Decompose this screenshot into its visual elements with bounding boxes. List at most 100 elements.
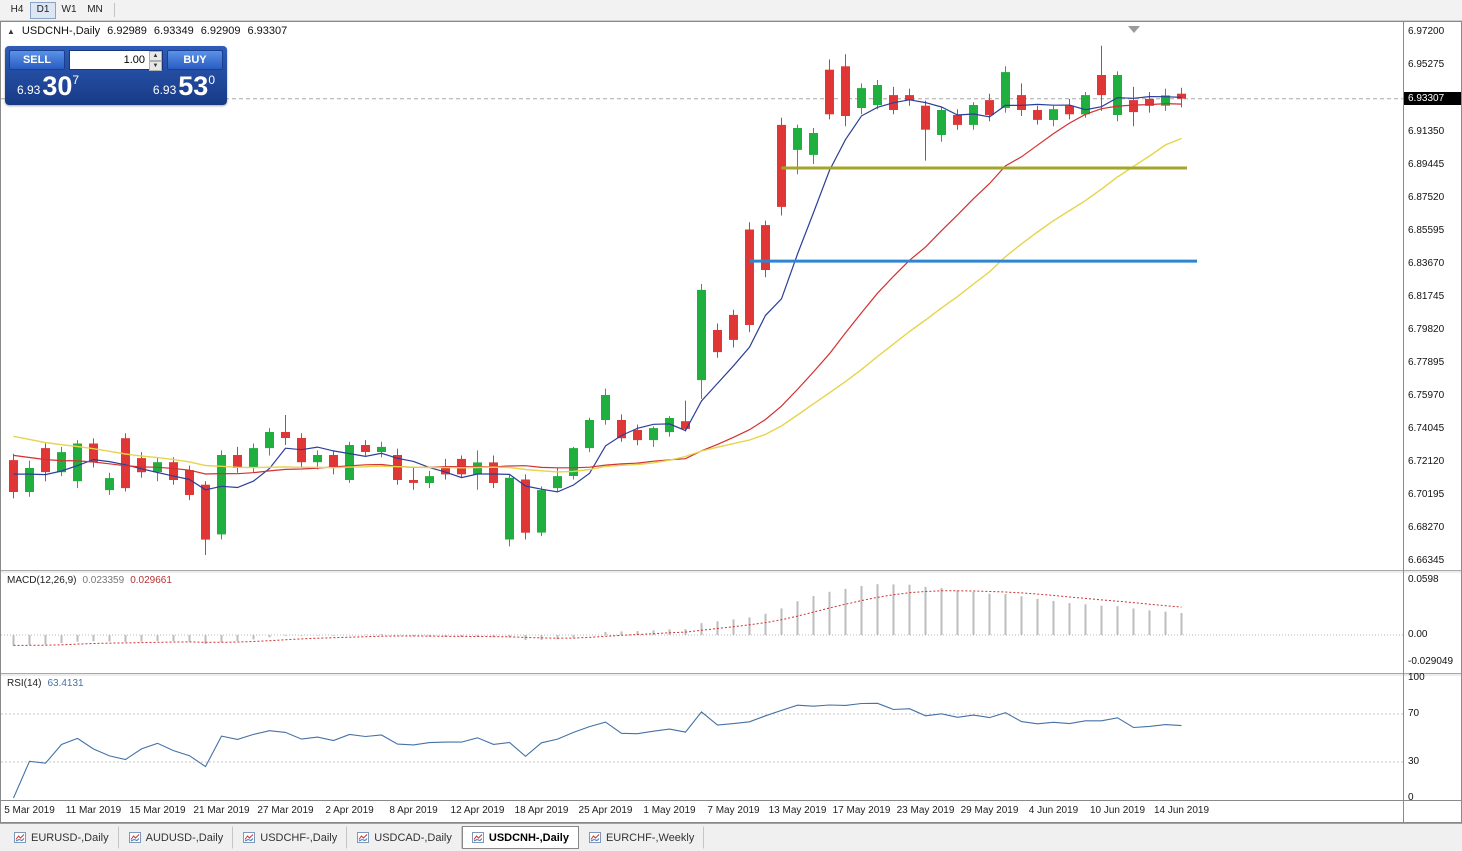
candle-body	[761, 225, 770, 270]
candle-body	[1017, 95, 1026, 110]
macd-axis-label: 0.0598	[1408, 573, 1439, 585]
candle-body	[393, 455, 402, 480]
candle-body	[1145, 98, 1154, 106]
time-axis[interactable]: 5 Mar 2019 11 Mar 2019 15 Mar 2019 21 Mar 2…	[1, 800, 1403, 822]
axis-splitter	[1404, 570, 1461, 573]
buy-button[interactable]: BUY	[167, 50, 223, 70]
chart-tab-usdcnh[interactable]: USDCNH-,Daily	[461, 826, 579, 849]
candle-body	[265, 432, 274, 449]
chart-tab-usdchf[interactable]: USDCHF-,Daily	[233, 826, 348, 849]
one-click-trading-panel: SELL ▲ ▼ BUY 6.93 30	[5, 46, 227, 105]
candle-body	[857, 88, 866, 108]
timeframe-button-h4[interactable]: H4	[4, 2, 30, 19]
macd-label: MACD(12,26,9) 0.023359 0.029661	[7, 575, 172, 586]
candle-body	[169, 462, 178, 480]
candle-body	[201, 484, 210, 540]
candle-body	[569, 448, 578, 476]
buy-price-pip: 0	[208, 73, 215, 87]
rsi-panel[interactable]: RSI(14) 63.4131	[1, 676, 1403, 800]
price-axis-label: 6.91350	[1408, 126, 1445, 138]
price-axis-label: 6.66345	[1408, 555, 1445, 567]
candle-body	[905, 95, 914, 101]
timeframe-toolbar: H4 D1 W1 MN	[0, 0, 1462, 21]
candle-body	[361, 445, 370, 452]
buy-price-base: 6.93	[152, 83, 177, 97]
price-axis-column[interactable]: 6.97200 6.95275 6.91350 6.89445 6.87520 6.855…	[1403, 22, 1461, 822]
chart-tab-label: USDCAD-,Daily	[374, 831, 452, 844]
quote-open: 6.92989	[107, 25, 147, 37]
symbol-period-label: USDCNH-,Daily	[21, 25, 101, 37]
macd-panel[interactable]: MACD(12,26,9) 0.023359 0.029661	[1, 573, 1403, 673]
price-axis-label: 6.81745	[1408, 290, 1445, 302]
candle-body	[1001, 72, 1010, 108]
time-axis-label: 18 Apr 2019	[514, 805, 569, 816]
candle-body	[745, 229, 754, 325]
candle-body	[953, 115, 962, 125]
candle-body	[521, 479, 530, 533]
chart-tab-icon	[243, 832, 256, 843]
chart-tab-icon	[357, 832, 370, 843]
timeframe-button-d1[interactable]: D1	[30, 1, 56, 19]
sell-price-big: 30	[42, 71, 73, 101]
chart-tab-label: AUDUSD-,Daily	[145, 831, 224, 844]
time-axis-label: 7 May 2019	[707, 805, 760, 816]
time-axis-label: 23 May 2019	[896, 805, 955, 816]
chart-tab-icon	[14, 832, 26, 843]
ma-mid-line	[13, 102, 1182, 475]
rsi-axis[interactable]: 100 70 30 0	[1404, 672, 1461, 803]
price-axis[interactable]: 6.97200 6.95275 6.91350 6.89445 6.87520 6.855…	[1404, 22, 1461, 570]
candle-body	[425, 476, 434, 483]
time-axis-label: 21 Mar 2019	[193, 805, 250, 816]
timeframe-button-w1[interactable]: W1	[56, 2, 82, 19]
axis-corner	[1404, 800, 1461, 822]
candle-body	[1177, 93, 1186, 99]
candle-body	[473, 462, 482, 475]
volume-increase-button[interactable]: ▲	[149, 51, 162, 61]
price-axis-label: 6.87520	[1408, 191, 1445, 203]
one-click-collapse-icon[interactable]: ▲	[7, 26, 15, 36]
sell-price[interactable]: 6.93 30 7	[17, 73, 79, 100]
candle-body	[649, 428, 658, 441]
chart-tab-label: USDCNH-,Daily	[488, 831, 569, 844]
chart-tab-usdcad[interactable]: USDCAD-,Daily	[347, 826, 462, 849]
candlestick-chart[interactable]	[1, 22, 1403, 570]
panel-splitter[interactable]	[1, 570, 1403, 573]
price-axis-label: 6.68270	[1408, 522, 1445, 534]
rsi-label: RSI(14) 63.4131	[7, 678, 84, 689]
time-axis-label: 17 May 2019	[832, 805, 891, 816]
sell-button[interactable]: SELL	[9, 50, 65, 70]
macd-title: MACD(12,26,9)	[7, 575, 77, 586]
candle-body	[1129, 100, 1138, 113]
time-axis-label: 13 May 2019	[768, 805, 827, 816]
candle-body	[249, 448, 258, 468]
trade-prices-row: 6.93 30 7 6.93 53 0	[9, 70, 223, 101]
volume-decrease-button[interactable]: ▼	[149, 61, 162, 71]
panel-splitter[interactable]	[1, 673, 1403, 676]
rsi-axis-label: 30	[1408, 756, 1420, 767]
candle-body	[921, 105, 930, 130]
chart-tab-eurchf[interactable]: EURCHF-,Weekly	[579, 826, 705, 849]
price-axis-label: 6.74045	[1408, 423, 1445, 435]
candle-body	[185, 470, 194, 495]
time-axis-label: 15 Mar 2019	[129, 805, 186, 816]
macd-chart	[1, 584, 1403, 646]
candle-body	[665, 418, 674, 433]
candle-body	[1081, 95, 1090, 115]
chart-tab-eurusd[interactable]: EURUSD-,Daily	[4, 826, 119, 849]
buy-price[interactable]: 6.93 53 0	[153, 73, 215, 100]
timeframe-button-mn[interactable]: MN	[82, 2, 108, 19]
chart-tab-icon	[588, 832, 601, 843]
macd-axis-label: 0.00	[1408, 629, 1428, 640]
chart-shift-marker[interactable]	[1128, 26, 1140, 33]
macd-axis[interactable]: 0.0598 0.00 -0.029049	[1404, 573, 1461, 673]
candle-body	[409, 480, 418, 483]
price-axis-label: 6.95275	[1408, 59, 1445, 70]
candle-body	[793, 128, 802, 150]
candle-body	[217, 455, 226, 535]
chart-tab-audusd[interactable]: AUDUSD-,Daily	[119, 826, 234, 849]
main-price-chart[interactable]: ▲ USDCNH-,Daily 6.92989 6.93349 6.92909 …	[1, 22, 1403, 570]
quote-high: 6.93349	[153, 25, 194, 37]
ma-fast-line	[13, 95, 1182, 493]
volume-input[interactable]	[69, 50, 163, 70]
